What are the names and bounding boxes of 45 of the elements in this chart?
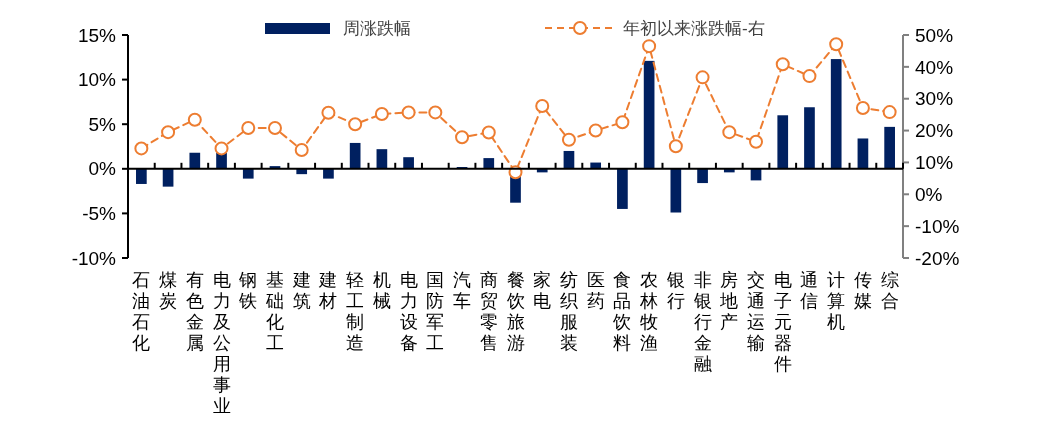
x-tick-label: 基础化工 <box>264 270 284 353</box>
x-tick-label: 纺织服装 <box>559 270 578 353</box>
x-tick-label: 轻工制造 <box>346 270 365 353</box>
x-tick-label: 房地产 <box>719 270 739 332</box>
x-tick-label: 传媒 <box>853 270 872 311</box>
legend-label: 周涨跌幅 <box>343 18 411 38</box>
x-tick-label: 建材 <box>318 270 338 311</box>
y-tick-label: 15% <box>77 24 117 46</box>
y-tick-label: -10% <box>71 247 117 269</box>
y2-tick-label: 40% <box>915 56 954 78</box>
x-tick-label: 餐饮旅游 <box>505 270 525 353</box>
x-tick-label: 有色金属 <box>185 270 204 353</box>
x-tick-label: 医药 <box>586 270 605 311</box>
y2-tick-label: 10% <box>915 152 954 174</box>
x-tick-label: 电力及公用事业 <box>212 270 231 416</box>
y2-tick-label: 50% <box>915 24 954 46</box>
y2-tick-label: 0% <box>915 183 943 205</box>
x-tick-label: 电力设备 <box>399 270 418 353</box>
x-tick-label: 银行 <box>665 270 685 311</box>
x-tick-label: 石油石化 <box>132 270 151 353</box>
y-tick-label: 5% <box>88 113 117 135</box>
x-tick-label: 非银行金融 <box>692 270 712 374</box>
x-tick-label: 国防军工 <box>426 270 445 353</box>
x-tick-label: 食品饮料 <box>612 270 632 353</box>
y2-tick-label: -10% <box>915 215 960 237</box>
x-tick-label: 机械 <box>372 270 391 311</box>
x-tick-label: 通信 <box>800 270 819 311</box>
legend-label: 年初以来涨跌幅-右 <box>623 18 765 38</box>
x-tick-label: 商贸零售 <box>479 270 498 353</box>
y2-tick-label: 20% <box>915 120 954 142</box>
y-tick-label: 0% <box>88 158 117 180</box>
x-tick-label: 交通运输 <box>747 270 766 353</box>
x-tick-label: 综合 <box>880 270 899 311</box>
x-tick-label: 计算机 <box>827 270 846 332</box>
x-tick-label: 家电 <box>533 270 552 311</box>
x-tick-label: 钢铁 <box>238 270 258 311</box>
y-tick-label: -5% <box>82 203 117 225</box>
y2-tick-label: 30% <box>915 88 954 110</box>
y2-tick-label: -20% <box>915 247 960 269</box>
y-tick-label: 10% <box>77 69 117 91</box>
x-tick-label: 汽车 <box>453 270 472 311</box>
x-tick-label: 电子元器件 <box>773 270 792 374</box>
x-tick-label: 建筑 <box>291 270 311 311</box>
x-tick-label: 农林牧渔 <box>639 270 659 353</box>
x-tick-label: 煤炭 <box>159 270 178 311</box>
